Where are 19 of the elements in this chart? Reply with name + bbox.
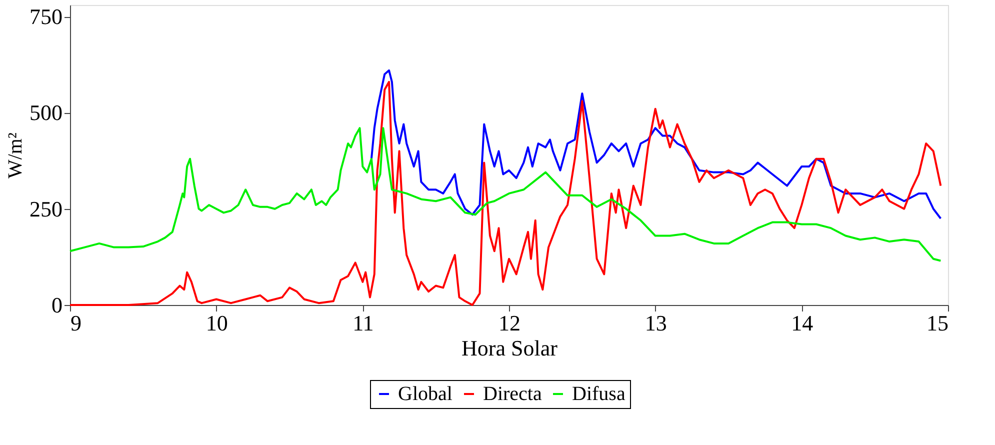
line-series: [69, 127, 942, 262]
x-axis-title: Hora Solar: [462, 336, 558, 360]
legend-label: Global: [398, 383, 453, 405]
x-tick-label: 14: [791, 310, 814, 336]
legend-label: Difusa: [572, 383, 626, 405]
y-tick-label: 0: [52, 292, 62, 318]
line-series: [370, 69, 942, 220]
x-tick-label: 10: [206, 310, 228, 336]
y-axis-title: W/m²: [4, 132, 26, 178]
x-tick-label: 11: [352, 310, 374, 336]
legend-label: Directa: [483, 383, 542, 405]
x-tick-label: 9: [70, 310, 82, 336]
y-tick-label: 750: [30, 4, 62, 30]
y-tick-label: 500: [30, 100, 62, 126]
x-tick-label: 12: [498, 310, 520, 336]
y-tick-label: 250: [30, 196, 62, 222]
x-tick-label: 13: [644, 310, 667, 336]
x-tick-label: 15: [926, 310, 948, 336]
line-series: [69, 80, 942, 306]
